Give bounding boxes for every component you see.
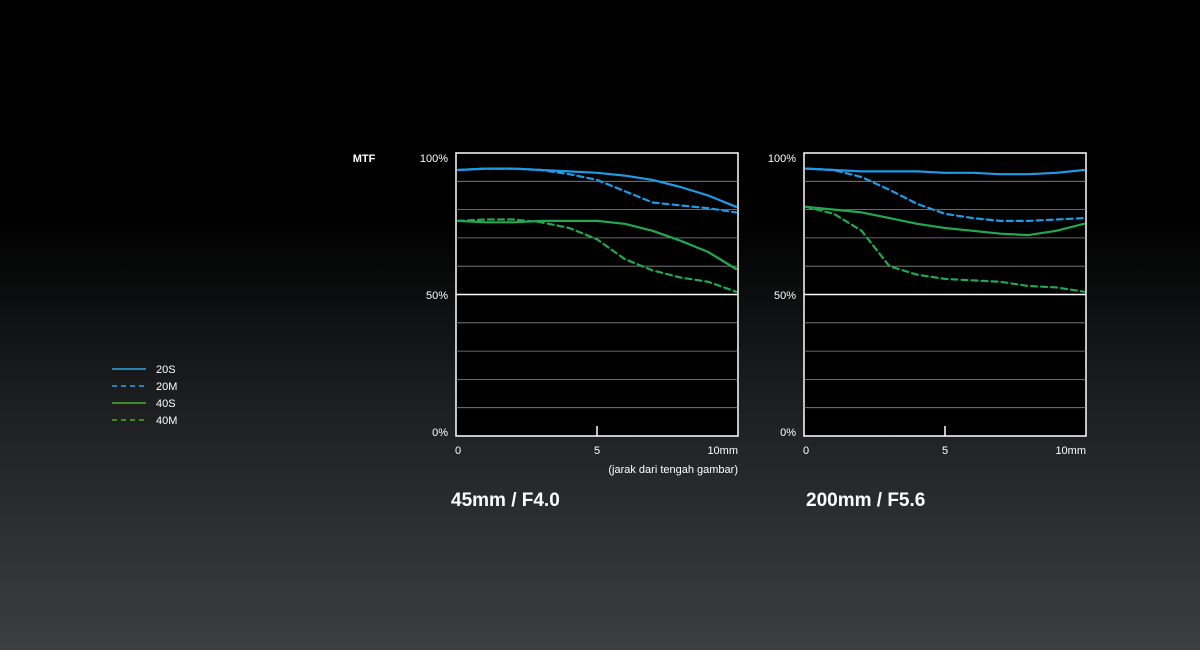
y-tick-label: 50% [774,290,796,302]
y-tick-label: 100% [768,153,796,165]
chart-title: 200mm / F5.6 [806,490,925,511]
x-tick-label: 10mm [707,445,738,457]
legend: 20S 20M 40S 40M [112,364,177,427]
y-tick-label: 100% [420,153,448,165]
series-line-40s [456,219,738,271]
x-tick-label: 0 [803,445,809,457]
x-axis-title: (jarak dari tengah gambar) [608,464,738,476]
series-layer [804,167,1086,293]
x-tick-label: 5 [594,445,600,457]
chart-title: 45mm / F4.0 [451,490,560,511]
series-line-40m [804,205,1086,293]
series-line-20m [804,167,1086,222]
y-tick-label: 0% [432,427,448,439]
chart-200mm: 100% 50% 0% 0 5 10mm 200mm / F5.6 [768,152,1087,511]
y-tick-label: 50% [426,290,448,302]
gridlines [456,180,738,409]
gridlines [804,180,1086,409]
legend-label-40m: 40M [156,415,177,427]
series-line-20s [804,167,1086,176]
series-line-40s [804,205,1086,237]
series-layer [456,167,738,293]
x-tick-label: 5 [942,445,948,457]
y-tick-label: 0% [780,427,796,439]
chart-45mm: 100% 50% 0% 0 5 10mm (jarak dari tengah … [420,152,739,511]
legend-label-20m: 20M [156,381,177,393]
series-line-20m [456,167,738,214]
legend-label-40s: 40S [156,398,176,410]
legend-label-20s: 20S [156,364,176,376]
mtf-axis-label: MTF [353,153,376,165]
x-tick-label: 10mm [1055,445,1086,457]
series-line-40m [456,218,738,293]
x-tick-label: 0 [455,445,461,457]
